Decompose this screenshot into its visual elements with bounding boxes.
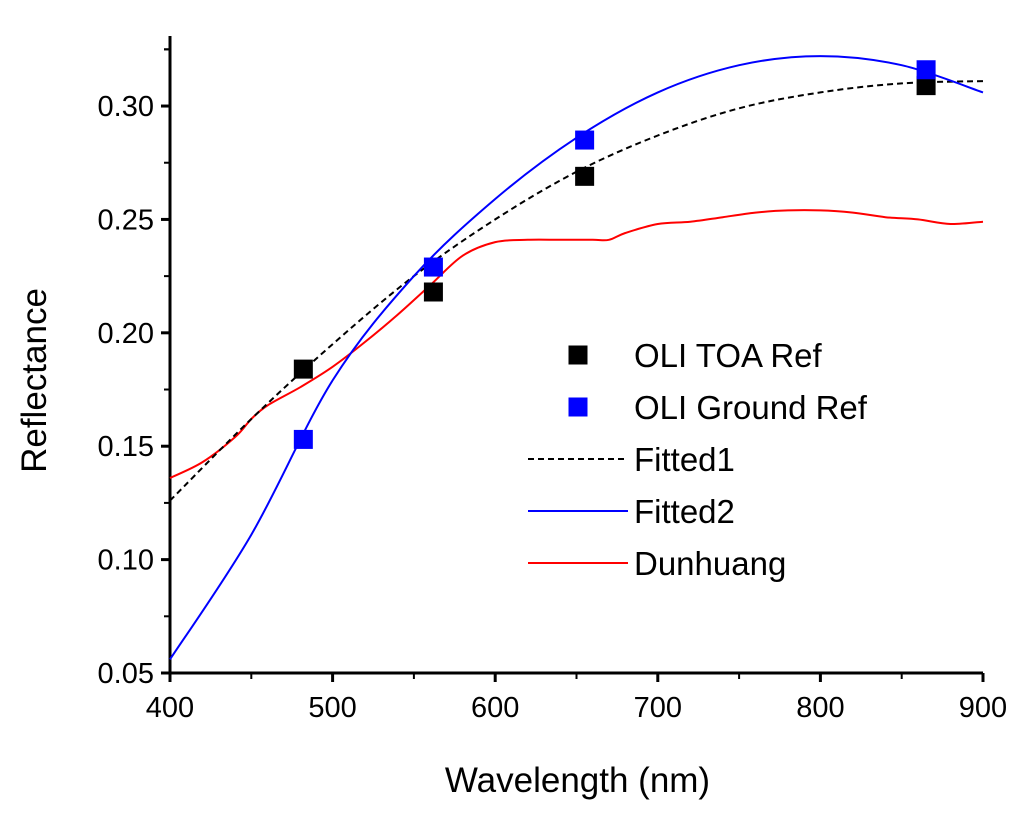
y-tick-label: 0.30: [98, 91, 154, 123]
plot-area: [169, 55, 984, 660]
x-tick-label: 800: [796, 692, 844, 724]
y-tick-label: 0.25: [98, 204, 154, 236]
series-line-dunhuang: [169, 209, 984, 479]
data-point-oli-toa-ref: [423, 282, 443, 302]
y-tick-label: 0.15: [98, 431, 154, 463]
x-tick-label: 500: [308, 692, 356, 724]
y-tick-label: 0.10: [98, 545, 154, 577]
x-tick-label: 400: [146, 692, 194, 724]
x-tick-label: 900: [959, 692, 1007, 724]
y-tick-label: 0.05: [98, 658, 154, 690]
data-point-oli-ground-ref: [423, 257, 443, 277]
data-point-oli-ground-ref: [575, 130, 595, 150]
legend-label-oli-ground-ref: OLI Ground Ref: [634, 389, 868, 426]
data-point-oli-toa-ref: [293, 359, 313, 379]
data-point-oli-toa-ref: [575, 166, 595, 186]
legend-label-fitted2: Fitted2: [634, 493, 735, 530]
data-point-oli-ground-ref: [293, 429, 313, 449]
legend-swatch-oli-toa-ref: [568, 345, 588, 365]
legend: OLI TOA Ref OLI Ground Ref Fitted1 Fitted2 D…: [528, 337, 868, 582]
y-axis-title: Reflectance: [15, 288, 54, 473]
x-tick-label: 700: [634, 692, 682, 724]
legend-label-fitted1: Fitted1: [634, 441, 735, 478]
data-point-oli-toa-ref: [916, 76, 936, 96]
legend-label-oli-toa-ref: OLI TOA Ref: [634, 337, 823, 374]
data-point-oli-ground-ref: [916, 60, 936, 80]
x-axis-title: Wavelength (nm): [445, 761, 710, 800]
y-tick-label: 0.20: [98, 318, 154, 350]
legend-label-dunhuang: Dunhuang: [634, 545, 786, 582]
x-tick-label: 600: [471, 692, 519, 724]
legend-swatch-oli-ground-ref: [568, 397, 588, 417]
axes: 400 500 600 700 800 900 0.05 0.10 0.15 0.20 0.25 0.…: [98, 36, 1007, 724]
series-line-fitted2: [169, 55, 984, 660]
